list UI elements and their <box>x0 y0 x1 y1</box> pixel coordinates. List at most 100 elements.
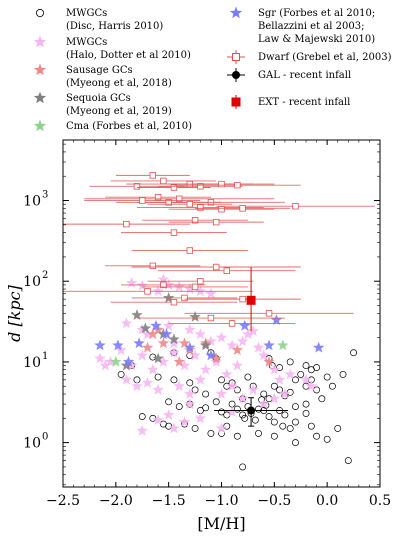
dwarf-point <box>265 310 273 317</box>
disc-gc-point <box>276 364 284 372</box>
mwgc_halo-point <box>136 424 148 436</box>
mwgc_halo-point <box>300 373 312 385</box>
mwgc_halo-point <box>226 339 238 351</box>
disc-gc-point <box>191 424 199 432</box>
legend-label: MWGCs <box>66 8 107 19</box>
y-tick-label: 10 <box>23 436 41 452</box>
sequoia-point <box>168 333 180 345</box>
sgr-point <box>263 339 275 351</box>
legend-label: Law & Majewski 2010) <box>258 34 375 45</box>
dwarf-point <box>181 294 188 302</box>
dwarf-point <box>197 278 204 285</box>
sgr-point <box>150 319 162 331</box>
dwarf-point <box>170 184 178 191</box>
disc-gc-point <box>191 386 199 394</box>
disc-gc-point <box>255 405 262 413</box>
mwgc_halo-point <box>221 368 233 380</box>
mwgc_halo-point <box>194 285 207 297</box>
legend-label: Cma (Forbes et al, 2010) <box>66 121 192 132</box>
dwarf-point <box>139 197 146 204</box>
mwgc_halo-point <box>305 380 318 392</box>
disc-gc-point <box>223 422 231 430</box>
disc-gc-point <box>339 370 347 378</box>
legend-marker <box>33 91 47 104</box>
y-axis-label: d [kpc] <box>5 284 24 341</box>
mwgc_halo-point <box>215 331 228 343</box>
mwgc_halo-point <box>205 335 217 347</box>
mwgc_halo-point <box>173 280 185 292</box>
mwgc_halo-point <box>168 337 180 349</box>
mwgc_halo-point <box>178 416 191 427</box>
x-axis-label: [M/H] <box>197 514 245 533</box>
disc-gc-point <box>323 435 331 443</box>
mwgc_halo-point <box>184 323 196 335</box>
disc-gc-point <box>344 457 352 464</box>
sgr-point <box>94 339 106 351</box>
sausage-point <box>231 344 244 355</box>
disc-gc-point <box>175 403 183 410</box>
disc-gc-point <box>255 429 262 437</box>
disc-gc-point <box>202 404 210 412</box>
dwarf-point <box>197 183 204 190</box>
cma-point <box>110 355 122 367</box>
dwarf-point <box>218 180 225 188</box>
mwgc_halo-point <box>152 414 164 425</box>
mwgc_halo-point <box>247 383 259 395</box>
mwgc_halo-point <box>152 383 164 395</box>
mwgc_halo-point <box>258 398 270 409</box>
mwgc_halo-point <box>236 335 249 347</box>
mwgc_halo-point <box>226 405 238 417</box>
dwarf-point <box>239 295 246 303</box>
disc-gc-point <box>350 349 358 357</box>
disc-gc-point <box>281 411 289 419</box>
y-tick-label: 10 <box>23 194 41 210</box>
y-tick-exponent: 1 <box>42 351 48 362</box>
sequoia-point <box>189 311 201 322</box>
sequoia-point <box>162 291 175 303</box>
mwgc_halo-point <box>131 380 143 392</box>
sgr-point <box>313 341 325 353</box>
mwgc_halo-point <box>173 380 185 392</box>
mwgc_halo-point <box>147 363 159 375</box>
y-tick-exponent: 0 <box>42 432 48 443</box>
disc-gc-point <box>170 376 178 384</box>
mwgc_halo-point <box>205 287 217 299</box>
legend-label: MWGCs <box>66 37 107 48</box>
sgr-point <box>122 355 135 367</box>
mwgc_halo-point <box>231 359 244 371</box>
ext-point <box>246 295 256 305</box>
disc-gc-point <box>270 432 278 440</box>
x-tick-label: 0.0 <box>316 493 338 509</box>
mwgc_halo-point <box>141 376 154 388</box>
legend-marker <box>231 97 241 107</box>
mwgc_halo-point <box>215 422 228 434</box>
mwgc_halo-point <box>236 392 249 404</box>
dwarf-point <box>197 204 204 211</box>
disc-gc-point <box>279 422 287 430</box>
disc-gc-point <box>154 373 162 381</box>
mwgc_halo-point <box>125 277 138 288</box>
sgr-point <box>239 319 251 331</box>
mwgc_halo-point <box>226 380 238 392</box>
sausage-point <box>157 337 170 349</box>
sgr-point <box>160 328 173 340</box>
sequoia-point <box>152 352 164 364</box>
mwgc_halo-point <box>247 325 259 337</box>
mwgc_halo-point <box>157 355 170 367</box>
mwgc_halo-point <box>184 398 196 409</box>
dwarf-point <box>160 281 167 289</box>
mwgc_halo-point <box>141 328 154 340</box>
disc-gc-point <box>165 398 173 406</box>
disc-gc-point <box>239 411 247 419</box>
disc-gc-point <box>302 409 310 417</box>
mwgc_halo-point <box>252 341 265 353</box>
legend-marker <box>232 53 240 61</box>
legend: MWGCs (Disc, Harris 2010) MWGCs (Halo, Dott… <box>33 6 392 132</box>
sausage-point <box>210 352 222 364</box>
disc-gc-point <box>329 382 336 390</box>
disc-gc-point <box>260 390 268 398</box>
disc-gc-point <box>233 432 241 440</box>
mwgc_halo-point <box>194 412 207 424</box>
plot-marks <box>63 172 375 471</box>
